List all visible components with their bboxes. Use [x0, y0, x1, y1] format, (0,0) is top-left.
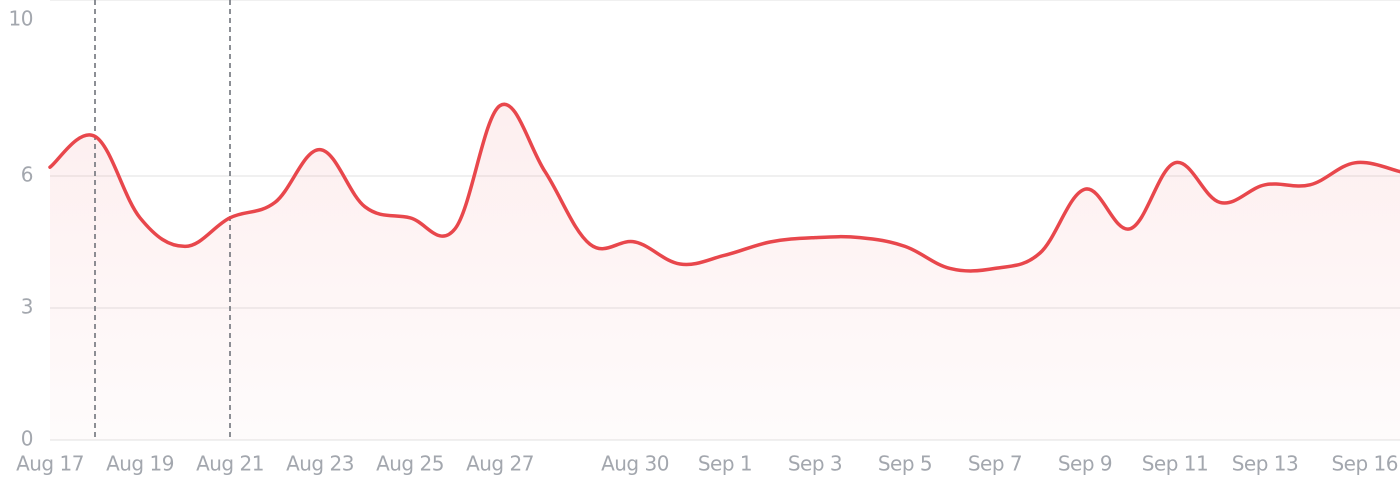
x-tick-label: Sep 7: [968, 452, 1022, 476]
x-tick-label: Sep 1: [698, 452, 752, 476]
area: [50, 104, 1400, 441]
y-tick-label: 10: [9, 7, 33, 31]
x-tick-label: Aug 27: [466, 452, 534, 476]
x-tick-label: Aug 23: [286, 452, 354, 476]
line: [48, 102, 1400, 273]
y-tick-label: 3: [21, 295, 33, 319]
area-layer: [50, 104, 1400, 441]
x-tick-label: Sep 9: [1058, 452, 1112, 476]
x-tick-label: Aug 21: [196, 452, 264, 476]
x-tick-label: Sep 16: [1331, 452, 1398, 476]
x-tick-label: Aug 17: [16, 452, 84, 476]
x-tick-label: Sep 5: [878, 452, 932, 476]
x-tick-label: Sep 11: [1142, 452, 1209, 476]
y-tick-label: 0: [21, 427, 33, 451]
x-tick-label: Aug 30: [601, 452, 669, 476]
y-tick-label: 6: [21, 163, 33, 187]
labels: 0 3 6 10 Aug 17 Aug 19 Aug 21 Aug 23 Aug 25 Aug 2…: [9, 7, 1399, 476]
x-tick-label: Aug 25: [376, 452, 444, 476]
x-tick-label: Aug 19: [106, 452, 174, 476]
line-layer: [48, 102, 1400, 273]
x-tick-label: Sep 3: [788, 452, 842, 476]
x-tick-label: Sep 13: [1232, 452, 1299, 476]
